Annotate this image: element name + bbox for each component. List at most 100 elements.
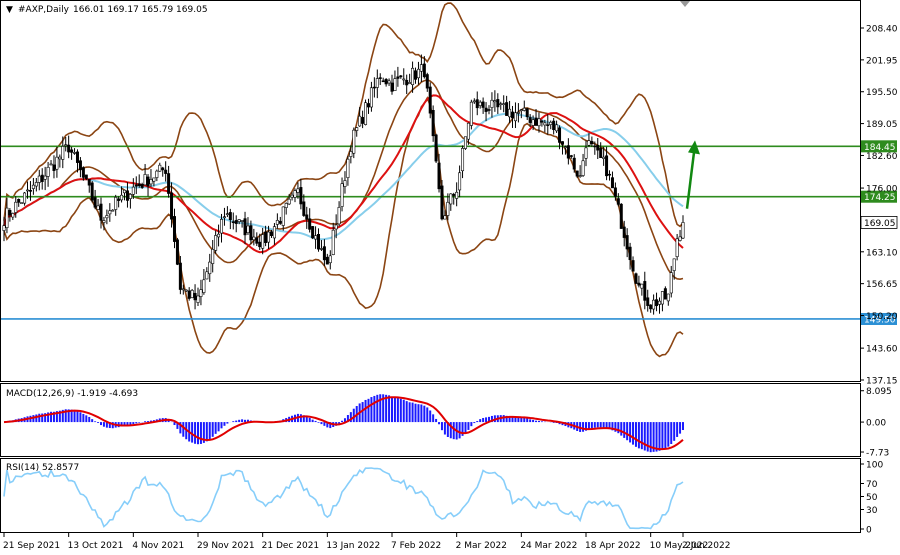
candle-body <box>308 218 312 230</box>
candle-body <box>272 226 276 239</box>
candle-body <box>87 178 91 186</box>
candle-body <box>193 292 197 301</box>
rsi-title: RSI(14) 52.8577 <box>6 463 79 473</box>
candle-body <box>75 151 79 163</box>
time-tick-label: 2 Jun 2022 <box>682 541 730 551</box>
level-price-label: 174.25 <box>864 193 896 203</box>
candle-body <box>64 144 68 147</box>
candle-body <box>572 157 576 170</box>
candle-body <box>214 235 218 251</box>
candle-body <box>343 180 347 187</box>
candle-body <box>458 172 462 191</box>
candle-body <box>619 203 623 229</box>
level-price-label: 184.45 <box>864 143 896 153</box>
candle-body <box>317 233 321 250</box>
candle-body <box>293 190 297 198</box>
rsi-indicator: 100 70 50 30 0 <box>3 461 883 536</box>
candle-body <box>314 235 318 240</box>
candle-body <box>634 273 638 284</box>
macd-tick-label: 8.095 <box>866 387 892 397</box>
price-tick-label: 195.50 <box>866 88 898 98</box>
candle-body <box>240 220 244 222</box>
candle-body <box>352 129 356 154</box>
candle-body <box>672 258 676 271</box>
candle-body <box>252 236 256 241</box>
candle-body <box>258 241 262 248</box>
candle-body <box>613 187 617 197</box>
candle-body <box>387 80 391 84</box>
price-tick-label: 143.60 <box>866 345 898 355</box>
candle-body <box>625 235 629 250</box>
price-tick-label: 163.10 <box>866 248 898 258</box>
candle-body <box>181 288 185 291</box>
candle-body <box>43 175 47 180</box>
candle-body <box>610 177 614 189</box>
candle-body <box>393 78 397 91</box>
candle-body <box>655 299 659 307</box>
candle-body <box>11 213 15 218</box>
level-price-tag <box>861 140 897 153</box>
candle-body <box>108 210 112 215</box>
candle-body <box>516 112 520 114</box>
candle-body <box>52 164 56 171</box>
candle-body <box>334 224 338 230</box>
candle-body <box>220 219 224 234</box>
header-arrow[interactable]: ▼ <box>6 5 13 15</box>
candle-body <box>422 63 426 78</box>
candle-body <box>222 216 226 219</box>
candle-body <box>328 255 332 264</box>
candle-body <box>305 214 309 220</box>
candle-body <box>534 117 538 126</box>
candle-body <box>475 99 479 109</box>
candle-body <box>164 169 168 174</box>
candle-body <box>311 226 315 239</box>
candle-body <box>20 202 24 204</box>
candle-body <box>593 145 597 148</box>
level-price-label: 149.50 <box>864 315 896 325</box>
candle-body <box>502 103 506 105</box>
candle-body <box>202 279 206 293</box>
candle-body <box>81 167 85 178</box>
candle-body <box>346 158 350 178</box>
candle-body <box>546 124 550 127</box>
macd-tick-label: 0.00 <box>866 419 886 429</box>
candle-body <box>575 170 579 177</box>
candle-body <box>175 239 179 265</box>
rsi-tick-label: 100 <box>866 461 883 471</box>
candle-body <box>261 234 265 249</box>
candle-body <box>399 75 403 78</box>
candle-body <box>622 226 626 238</box>
chart-shift-icon[interactable] <box>680 1 690 7</box>
candle-body <box>569 155 573 157</box>
candle-body <box>640 283 644 289</box>
candle-body <box>531 119 535 126</box>
candle-body <box>434 134 438 162</box>
candle-body <box>249 225 253 241</box>
candle-body <box>102 220 106 223</box>
candle-body <box>105 215 109 219</box>
candle-body <box>31 184 35 189</box>
candle-body <box>178 262 182 290</box>
candle-body <box>481 101 485 108</box>
candle-body <box>125 190 129 201</box>
rsi-tick-label: 0 <box>866 526 872 536</box>
time-tick-label: 21 Dec 2021 <box>262 541 320 551</box>
candle-body <box>161 167 165 171</box>
candle-body <box>675 238 679 257</box>
candle-body <box>602 156 606 159</box>
candle-body <box>628 246 632 261</box>
candle-body <box>378 77 382 79</box>
candle-body <box>508 108 512 118</box>
price-tick-label: 150.20 <box>866 312 898 322</box>
candle-body <box>134 184 138 187</box>
candle-body <box>566 145 570 159</box>
candle-body <box>660 291 664 305</box>
rsi-pane <box>0 458 861 533</box>
candle-body <box>269 231 273 236</box>
price-tick-label: 182.60 <box>866 152 898 162</box>
candle-body <box>5 207 9 228</box>
candle-body <box>543 122 547 126</box>
price-tick-label: 201.95 <box>866 56 898 66</box>
candle-body <box>146 176 150 187</box>
